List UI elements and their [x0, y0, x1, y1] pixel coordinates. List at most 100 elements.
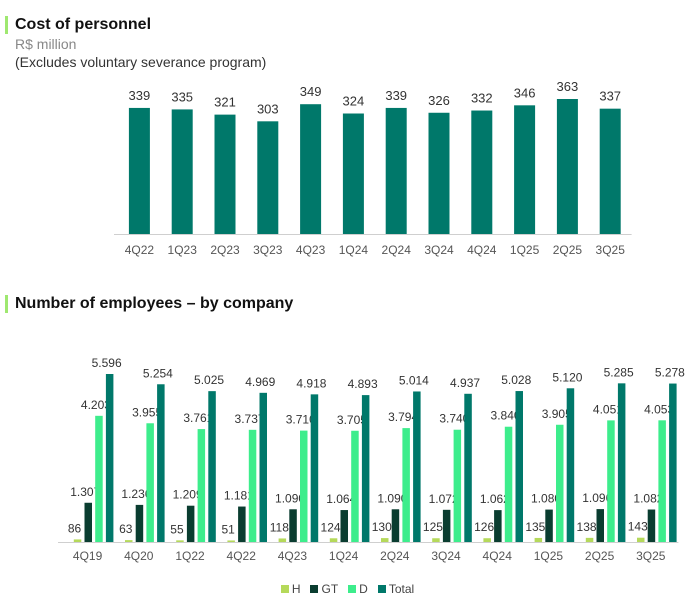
cost-bar-label: 337 [599, 89, 621, 104]
cost-bar [300, 104, 322, 235]
employees-label-total: 5.025 [194, 373, 224, 387]
employees-label-total: 5.028 [501, 373, 531, 387]
chart1-x-tick-label: 2Q24 [382, 243, 412, 257]
employees-bar-total [617, 383, 626, 542]
employees-label-total: 5.254 [143, 366, 173, 380]
employees-label-d: 3.705 [337, 413, 367, 427]
employees-label-h: 130 [372, 520, 392, 534]
legend-item-h: H [280, 582, 300, 596]
cost-bar-label: 346 [514, 85, 536, 100]
employees-bar-total [669, 383, 677, 542]
employees-by-company-chart: 86 1.307 4.203 5.596 4Q19 63 1.236 3.955 5.254 4Q… [58, 356, 685, 563]
employees-label-h: 125 [423, 520, 443, 534]
chart1-x-tick-label: 3Q24 [424, 243, 454, 257]
chart2-x-tick-label: 3Q25 [636, 549, 666, 563]
chart1-x-tick-label: 2Q23 [210, 243, 240, 257]
employees-bar-total [361, 395, 370, 542]
cost-bar-label: 324 [343, 94, 365, 109]
employees-bar-h [176, 540, 184, 542]
chart1-x-tick-label: 4Q23 [296, 243, 326, 257]
employees-label-total: 4.918 [296, 376, 326, 390]
cost-bar-label: 339 [385, 88, 407, 103]
employees-bar-h [381, 538, 389, 542]
chart2-title-accent [5, 295, 8, 313]
employees-label-h: 51 [221, 522, 235, 536]
employees-bar-total [310, 394, 319, 542]
cost-bar [556, 99, 578, 234]
chart2-x-tick-label: 2Q24 [380, 549, 410, 563]
legend-swatch [348, 585, 357, 593]
employees-label-h: 55 [170, 522, 184, 536]
employees-label-d: 3.905 [542, 407, 572, 421]
employees-bar-gt [596, 509, 604, 542]
legend-item-total: Total [377, 582, 415, 596]
legend-label: GT [321, 582, 339, 596]
employees-bar-h [534, 537, 543, 542]
legend-swatch [310, 585, 319, 593]
employees-label-gt: 1.072 [429, 492, 459, 506]
employees-bar-gt [494, 510, 502, 542]
cost-bar-label: 303 [257, 101, 279, 116]
employees-bar-d [556, 424, 564, 542]
employees-label-gt: 1.096 [582, 491, 612, 505]
employees-bar-gt [391, 509, 400, 542]
employees-label-d: 4.051 [593, 402, 623, 416]
employees-label-h: 124 [321, 520, 341, 534]
employees-bar-total [464, 393, 472, 542]
chart2-x-tick-label: 1Q25 [534, 549, 564, 563]
chart2-x-tick-label: 4Q24 [483, 549, 513, 563]
employees-label-gt: 1.090 [377, 491, 407, 505]
chart2-title: Number of employees – by company [15, 295, 294, 312]
employees-bar-h [329, 538, 338, 542]
legend-swatch [280, 585, 289, 593]
employees-label-gt: 1.209 [173, 488, 203, 502]
chart2-x-tick-label: 4Q20 [124, 549, 154, 563]
employees-bar-h [278, 538, 287, 542]
employees-label-total: 5.285 [604, 365, 634, 379]
employees-label-gt: 1.090 [275, 491, 305, 505]
employees-bar-gt [238, 506, 246, 542]
employees-bar-total [157, 384, 165, 542]
employees-label-d: 3.794 [388, 410, 418, 424]
employees-label-d: 4.203 [81, 398, 111, 412]
chart1-x-tick-label: 4Q24 [467, 243, 497, 257]
cost-bar [342, 113, 364, 234]
employees-label-d: 3.740 [439, 412, 469, 426]
employees-bar-gt [442, 509, 451, 542]
cost-bar-label: 332 [471, 91, 493, 106]
cost-bar [514, 105, 536, 234]
employees-bar-total [259, 392, 267, 542]
chart2-x-tick-label: 2Q25 [585, 549, 615, 563]
employees-bar-d [300, 430, 308, 542]
employees-label-d: 3.737 [235, 412, 265, 426]
legend-label: Total [388, 582, 415, 596]
employees-bar-h [483, 538, 491, 542]
legend-item-d: D [348, 582, 368, 596]
cost-bar [257, 121, 279, 234]
cost-bar [471, 110, 493, 234]
employees-label-h: 143 [628, 520, 648, 534]
chart1-x-tick-label: 3Q23 [253, 243, 283, 257]
employees-label-total: 5.120 [552, 370, 582, 384]
employees-label-gt: 1.236 [121, 487, 151, 501]
employees-bar-total [566, 388, 575, 542]
employees-bar-gt [135, 504, 144, 542]
employees-bar-h [227, 540, 235, 542]
employees-label-total: 4.937 [450, 376, 480, 390]
employees-bar-h [125, 540, 133, 542]
employees-label-gt: 1.181 [224, 489, 254, 503]
employees-label-d: 3.955 [132, 405, 162, 419]
cost-bar [214, 114, 236, 234]
employees-bar-total [105, 374, 114, 542]
chart2-x-tick-label: 1Q22 [175, 549, 205, 563]
employees-bar-total [208, 391, 216, 542]
employees-bar-d [402, 428, 410, 542]
employees-label-h: 118 [270, 520, 289, 534]
employees-bar-d [95, 415, 103, 542]
employees-bar-gt [186, 505, 195, 542]
employees-label-d: 3.710 [286, 413, 316, 427]
employees-label-total: 5.278 [655, 366, 685, 380]
legend-label: D [359, 582, 368, 596]
chart2-x-tick-label: 4Q19 [73, 549, 103, 563]
employees-label-total: 4.893 [348, 377, 378, 391]
